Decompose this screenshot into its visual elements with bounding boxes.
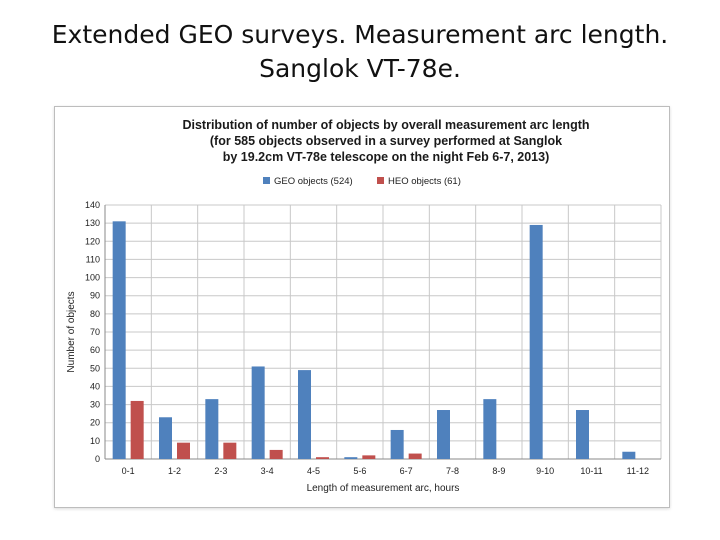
x-tick-label: 2-3 xyxy=(214,466,227,476)
legend-entry: HEO objects (61) xyxy=(388,176,461,187)
y-tick-label: 60 xyxy=(90,345,100,355)
legend-swatch xyxy=(377,177,384,184)
y-tick-label: 10 xyxy=(90,436,100,446)
y-tick-label: 80 xyxy=(90,309,100,319)
bar-heo-2-3 xyxy=(223,442,237,459)
bar-geo-7-8 xyxy=(437,410,450,459)
chart-svg: Distribution of number of objects by ove… xyxy=(66,118,662,494)
x-tick-label: 6-7 xyxy=(400,466,413,476)
chart-title-line-2: (for 585 objects observed in a survey pe… xyxy=(210,134,562,148)
x-tick-label: 4-5 xyxy=(307,466,320,476)
bar-geo-0-1 xyxy=(112,221,126,459)
chart-frame: Distribution of number of objects by ove… xyxy=(54,106,670,508)
bar-heo-5-6 xyxy=(362,455,376,459)
y-tick-label: 50 xyxy=(90,363,100,373)
x-tick-label: 5-6 xyxy=(353,466,366,476)
bar-heo-0-1 xyxy=(130,400,144,459)
y-tick-label: 130 xyxy=(85,218,100,228)
y-tick-label: 120 xyxy=(85,236,100,246)
y-tick-label: 0 xyxy=(95,454,100,464)
y-tick-label: 90 xyxy=(90,291,100,301)
grid-lines xyxy=(104,204,662,460)
bar-heo-6-7 xyxy=(408,453,422,459)
x-axis-label: Length of measurement arc, hours xyxy=(307,483,460,494)
bar-geo-4-5 xyxy=(298,370,311,459)
bar-geo-11-12 xyxy=(622,451,636,459)
slide-title: Extended GEO surveys. Measurement arc le… xyxy=(0,18,720,86)
chart-title-line-3: by 19.2cm VT-78e telescope on the night … xyxy=(223,150,550,164)
chart-legend: GEO objects (524) HEO objects (61) xyxy=(263,176,461,187)
bar-heo-1-2 xyxy=(177,442,190,459)
bar-geo-10-11 xyxy=(576,410,589,459)
y-tick-labels: 0 10 20 30 40 50 60 70 80 90 100 110 120 130 140 xyxy=(85,200,100,464)
x-tick-label: 8-9 xyxy=(492,466,505,476)
x-tick-label: 9-10 xyxy=(536,466,554,476)
slide-title-line-2: Sanglok VT-78e. xyxy=(259,54,461,83)
y-tick-label: 110 xyxy=(86,254,100,264)
bar-geo-2-3 xyxy=(205,399,219,459)
x-tick-label: 10-11 xyxy=(580,466,602,476)
y-tick-label: 140 xyxy=(85,200,100,210)
legend-entry: GEO objects (524) xyxy=(274,176,353,187)
y-tick-label: 100 xyxy=(85,273,100,283)
x-tick-label: 1-2 xyxy=(168,466,181,476)
bar-geo-8-9 xyxy=(483,399,497,459)
bar-geo-5-6 xyxy=(344,457,358,459)
x-tick-label: 0-1 xyxy=(122,466,135,476)
bar-heo-3-4 xyxy=(269,449,283,459)
bar-geo-9-10 xyxy=(529,224,543,459)
bar-heo-4-5 xyxy=(316,457,329,459)
bar-geo-1-2 xyxy=(159,417,172,459)
y-axis-label: Number of objects xyxy=(66,291,77,372)
y-tick-label: 40 xyxy=(90,381,100,391)
chart-title: Distribution of number of objects by ove… xyxy=(182,118,589,164)
bar-geo-3-4 xyxy=(251,366,265,459)
x-tick-labels: 0-1 1-2 2-3 3-4 4-5 5-6 6-7 7-8 8-9 9-10 10-11 11-1… xyxy=(122,466,649,476)
y-tick-label: 30 xyxy=(90,400,100,410)
y-tick-label: 20 xyxy=(90,418,100,428)
x-tick-label: 3-4 xyxy=(261,466,274,476)
bars xyxy=(112,221,636,459)
x-tick-label: 7-8 xyxy=(446,466,459,476)
y-tick-label: 70 xyxy=(90,327,100,337)
legend-swatch xyxy=(263,177,270,184)
x-tick-label: 11-12 xyxy=(627,466,649,476)
chart-title-line-1: Distribution of number of objects by ove… xyxy=(182,118,589,132)
bar-geo-6-7 xyxy=(390,429,404,459)
slide-title-line-1: Extended GEO surveys. Measurement arc le… xyxy=(51,20,669,49)
